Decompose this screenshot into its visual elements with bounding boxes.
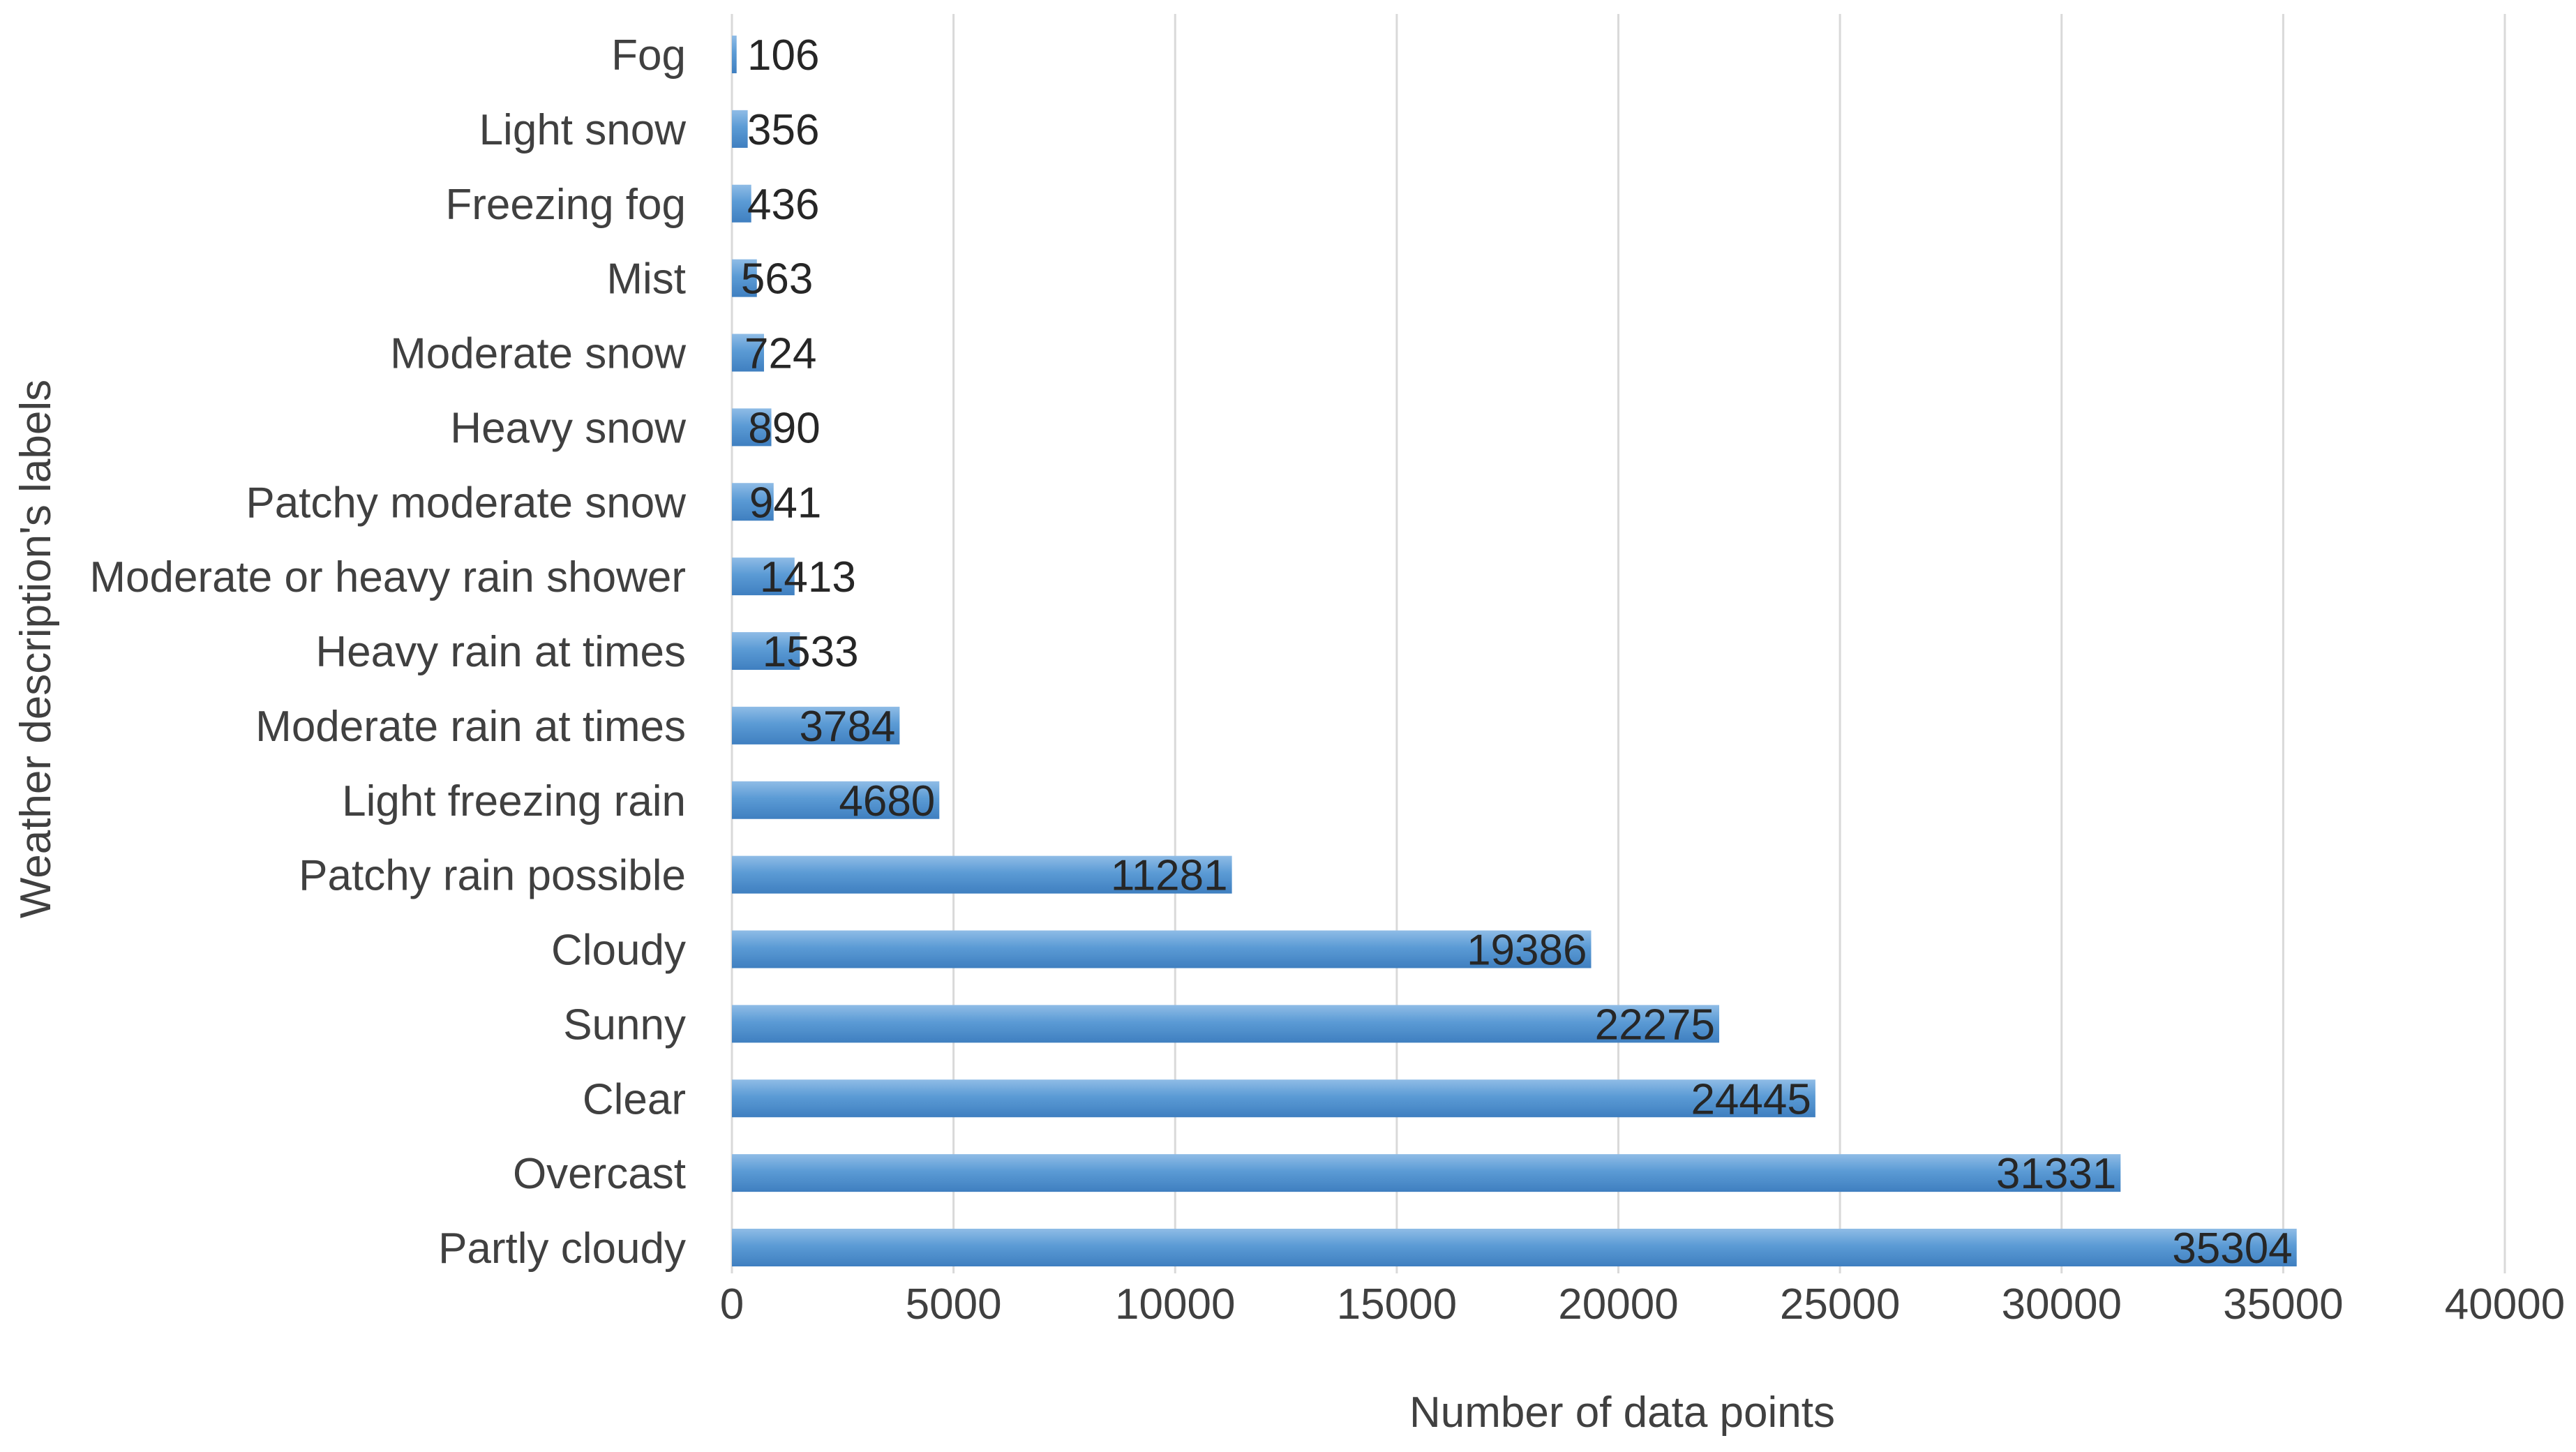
data-label: 1413: [760, 553, 856, 601]
data-label: 35304: [2172, 1225, 2292, 1273]
data-label: 724: [744, 330, 816, 378]
x-axis-title: Number of data points: [1409, 1389, 1835, 1437]
data-label: 3784: [799, 703, 895, 751]
data-label: 24445: [1691, 1075, 1811, 1123]
x-axis-tick-labels: 0 5000 10000 15000 20000 25000 30000 35000 40000: [720, 1280, 2565, 1328]
bar: [732, 1229, 2297, 1266]
category-label: Patchy rain possible: [299, 852, 686, 900]
category-label: Fog: [611, 31, 686, 80]
bar: [732, 334, 764, 372]
category-label: Cloudy: [551, 927, 686, 975]
bar: [732, 1005, 1720, 1043]
category-label: Freezing fog: [445, 181, 686, 229]
bar: [732, 930, 1592, 968]
bar: [732, 1154, 2121, 1192]
bar: [732, 1079, 1815, 1118]
category-label: Heavy snow: [450, 404, 686, 452]
category-label: Sunny: [563, 1001, 686, 1049]
bars: [732, 36, 2297, 1266]
category-label: Patchy moderate snow: [246, 479, 686, 527]
data-label: 356: [747, 106, 819, 154]
category-label: Moderate rain at times: [255, 703, 686, 751]
bar: [732, 632, 800, 670]
x-tick-label: 30000: [2002, 1280, 2122, 1328]
data-label: 4680: [839, 777, 935, 825]
x-tick-label: 15000: [1337, 1280, 1457, 1328]
category-label: Moderate snow: [390, 330, 686, 378]
category-label: Mist: [606, 255, 686, 304]
y-axis-title: Weather description's labels: [12, 380, 60, 918]
data-label: 11281: [1111, 852, 1228, 900]
data-label: 106: [747, 31, 819, 80]
x-tick-label: 25000: [1780, 1280, 1900, 1328]
data-label: 31331: [1996, 1150, 2116, 1198]
bar: [732, 706, 900, 744]
bar: [732, 110, 748, 148]
bar: [732, 855, 1232, 894]
bar: [732, 36, 737, 73]
data-label: 1533: [763, 628, 859, 676]
data-label: 563: [741, 255, 813, 304]
bar: [732, 408, 772, 447]
data-label: 19386: [1467, 927, 1587, 975]
bar: [732, 557, 795, 596]
data-label: 890: [748, 404, 820, 452]
x-tick-label: 10000: [1115, 1280, 1235, 1328]
data-label: 22275: [1595, 1001, 1715, 1049]
data-label: 436: [747, 181, 819, 229]
category-label: Overcast: [513, 1150, 686, 1198]
bar: [732, 781, 940, 819]
x-tick-label: 35000: [2223, 1280, 2343, 1328]
category-label: Light snow: [479, 106, 687, 154]
category-label: Light freezing rain: [342, 777, 686, 825]
category-label: Moderate or heavy rain shower: [89, 553, 686, 601]
bar: [732, 184, 751, 223]
x-tick-label: 0: [720, 1280, 744, 1328]
x-tick-label: 5000: [906, 1280, 1002, 1328]
x-tick-label: 40000: [2445, 1280, 2565, 1328]
category-labels: Partly cloudy Overcast Clear Sunny Cloudy Pa…: [89, 31, 686, 1273]
category-label: Partly cloudy: [438, 1225, 686, 1273]
bar: [732, 483, 774, 521]
x-tick-label: 20000: [1558, 1280, 1678, 1328]
data-label: 941: [749, 479, 821, 527]
category-label: Heavy rain at times: [315, 628, 686, 676]
category-label: Clear: [583, 1075, 686, 1123]
bar: [732, 259, 757, 297]
